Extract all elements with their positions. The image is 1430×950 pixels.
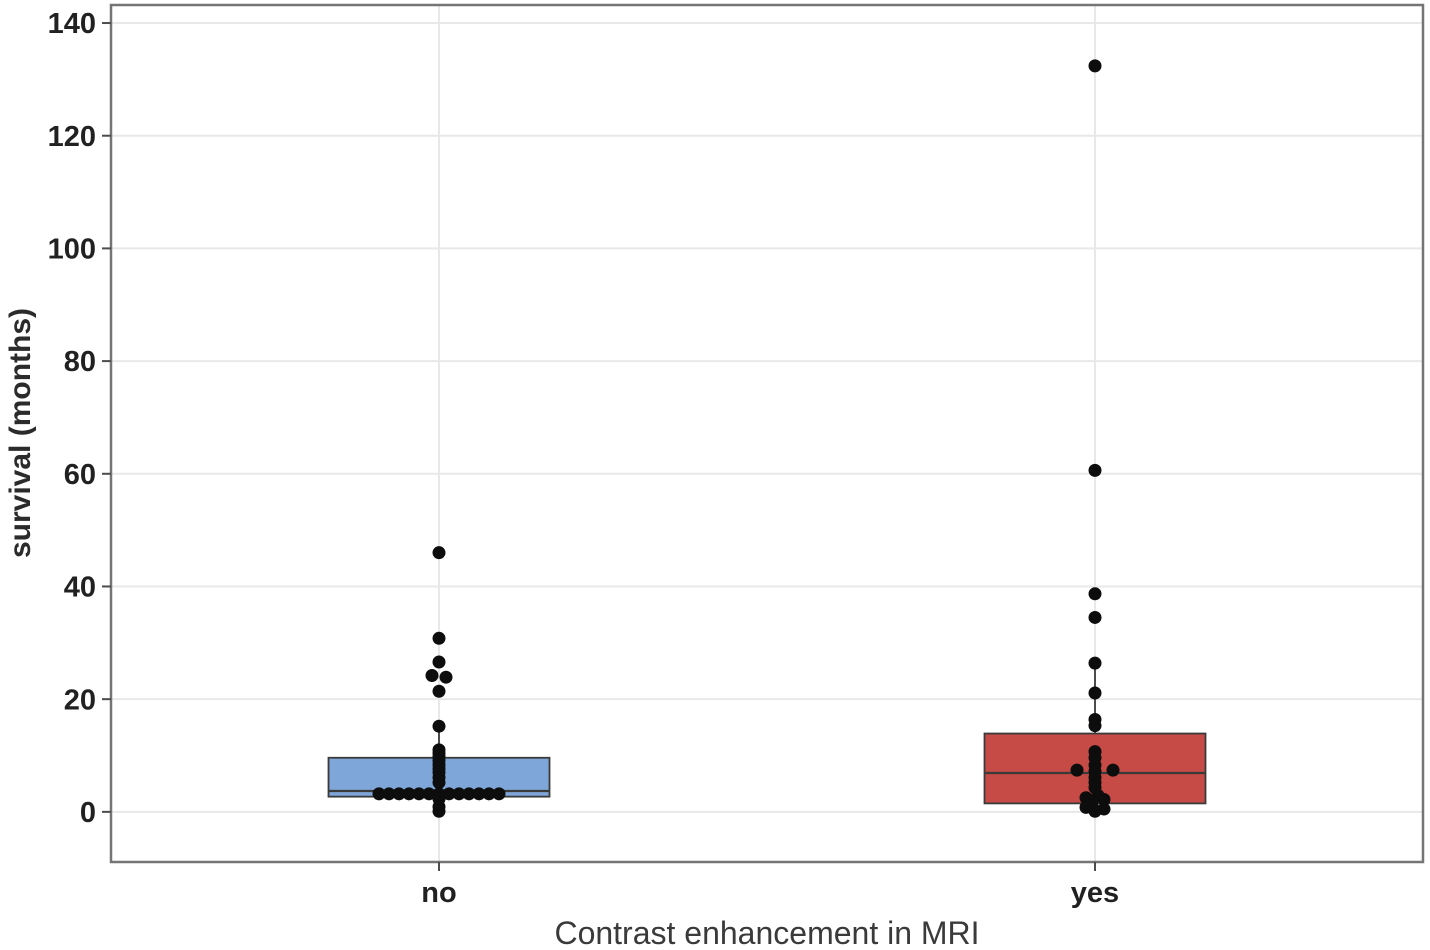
data-point-yes — [1070, 763, 1084, 777]
data-point-no — [432, 776, 446, 790]
data-point-yes — [1088, 59, 1102, 73]
y-tick-label: 100 — [48, 234, 96, 266]
data-point-no — [432, 684, 446, 698]
data-point-no — [392, 787, 406, 801]
data-point-yes — [1088, 686, 1102, 700]
data-point-yes — [1097, 792, 1111, 806]
data-point-no — [439, 670, 453, 684]
y-tick-label: 40 — [64, 572, 96, 604]
data-point-no — [432, 655, 446, 669]
data-point-no — [402, 787, 416, 801]
data-point-no — [442, 787, 456, 801]
data-points — [372, 59, 1120, 818]
data-point-no — [372, 787, 386, 801]
data-point-yes — [1088, 587, 1102, 601]
data-point-yes — [1088, 610, 1102, 624]
data-point-no — [472, 787, 486, 801]
data-point-no — [452, 787, 466, 801]
data-point-no — [432, 804, 446, 818]
data-point-yes — [1088, 463, 1102, 477]
x-axis-ticks: no yes — [421, 862, 1119, 909]
y-tick-label: 80 — [64, 346, 96, 378]
data-point-yes — [1088, 656, 1102, 670]
data-point-no — [492, 787, 506, 801]
data-point-no — [482, 787, 496, 801]
x-category-label-no: no — [421, 877, 456, 909]
data-point-no — [422, 787, 436, 801]
data-point-yes — [1088, 804, 1102, 818]
y-tick-label: 20 — [64, 684, 96, 716]
data-point-yes — [1106, 763, 1120, 777]
y-axis-ticks: 0 20 40 60 80 100 120 140 — [48, 8, 111, 829]
y-tick-label: 140 — [48, 8, 96, 40]
plot-border — [109, 3, 1425, 864]
data-point-no — [432, 631, 446, 645]
y-tick-label: 60 — [64, 459, 96, 491]
data-point-no — [462, 787, 476, 801]
y-tick-label: 0 — [80, 797, 96, 829]
x-axis-title: Contrast enhancement in MRI — [554, 915, 979, 950]
data-point-yes — [1088, 719, 1102, 733]
data-point-no — [412, 787, 426, 801]
y-tick-label: 120 — [48, 121, 96, 153]
x-category-label-yes: yes — [1071, 877, 1119, 909]
data-point-no — [425, 668, 439, 682]
y-axis-title: survival (months) — [4, 308, 37, 558]
data-point-no — [382, 787, 396, 801]
data-point-no — [432, 719, 446, 733]
data-point-no — [432, 546, 446, 560]
